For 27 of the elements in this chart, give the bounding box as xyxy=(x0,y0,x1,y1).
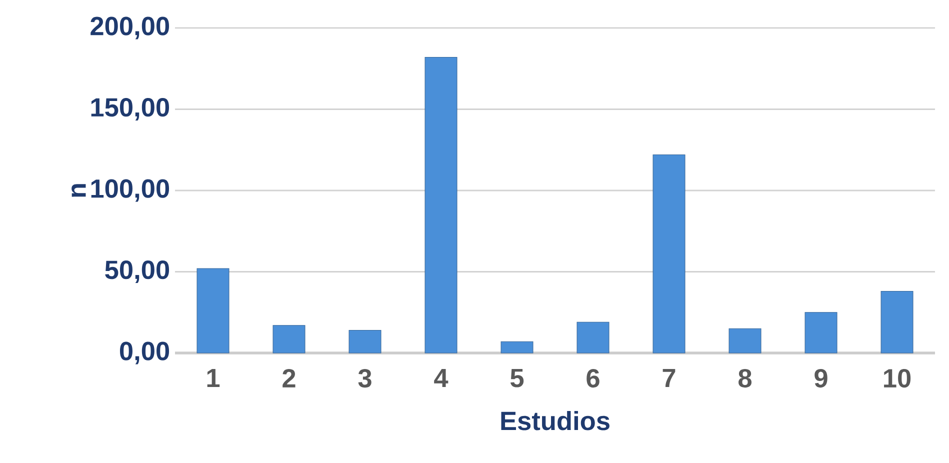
bar xyxy=(804,312,838,354)
y-tick-label: 50,00 xyxy=(105,260,170,283)
x-tick-label: 2 xyxy=(282,368,296,388)
y-tick-label: 200,00 xyxy=(90,16,170,40)
bar xyxy=(880,290,914,354)
bar xyxy=(348,330,382,354)
x-tick-label: 6 xyxy=(586,368,600,388)
bar xyxy=(576,322,610,354)
bar xyxy=(196,268,230,354)
x-tick-label: 10 xyxy=(884,368,911,388)
bar xyxy=(728,328,762,354)
x-axis-title: Estudios xyxy=(501,410,610,430)
x-tick-label: 1 xyxy=(207,368,220,388)
y-axis-title: n xyxy=(72,184,86,197)
x-tick-label: 3 xyxy=(358,368,372,388)
bar xyxy=(272,325,306,354)
bar xyxy=(500,341,534,354)
x-tick-label: 7 xyxy=(662,368,676,388)
y-tick-label: 100,00 xyxy=(91,179,170,202)
bar xyxy=(652,154,686,354)
bar xyxy=(424,56,458,354)
y-tick-label: 0,00 xyxy=(120,342,170,364)
x-tick-label: 8 xyxy=(738,368,752,388)
y-tick-label: 150,00 xyxy=(91,98,170,120)
x-tick-label: 9 xyxy=(814,368,828,388)
x-tick-label: 5 xyxy=(510,368,524,388)
x-tick-label: 4 xyxy=(434,368,448,388)
